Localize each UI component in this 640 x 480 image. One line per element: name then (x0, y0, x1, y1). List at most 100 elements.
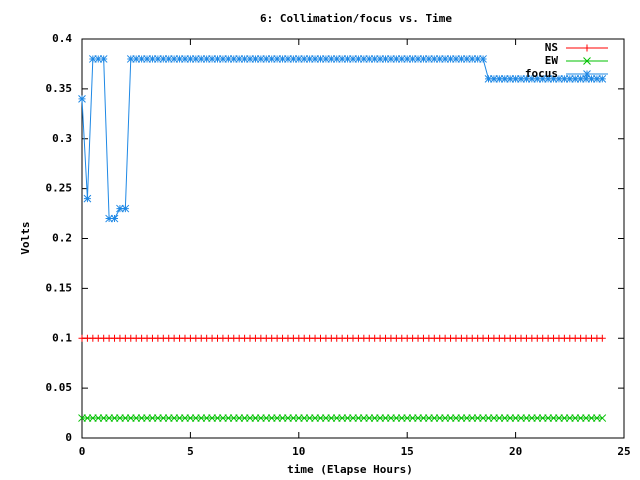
point-marker (229, 55, 238, 63)
point-marker (305, 55, 314, 63)
point-marker (452, 55, 460, 63)
point-marker (257, 55, 265, 63)
point-marker (549, 75, 558, 83)
point-marker (289, 414, 298, 422)
y-tick-label: 0.05 (46, 381, 73, 394)
point-marker (571, 75, 580, 83)
point-marker (506, 414, 515, 422)
point-marker (94, 55, 103, 63)
point-marker (419, 414, 428, 422)
point-marker (143, 414, 151, 422)
point-marker (148, 55, 157, 63)
point-marker (484, 414, 493, 422)
point-marker (316, 55, 325, 63)
point-marker (181, 414, 189, 422)
legend-label: NS (545, 41, 558, 54)
legend-marker (583, 70, 591, 78)
point-marker (555, 414, 563, 422)
point-marker (88, 55, 97, 63)
point-marker (528, 75, 536, 83)
legend-label: focus (525, 67, 558, 80)
point-marker (175, 414, 184, 422)
point-marker (294, 55, 303, 63)
point-marker (468, 414, 477, 422)
x-tick-label: 25 (617, 445, 630, 458)
point-marker (495, 75, 504, 83)
point-marker (154, 55, 162, 63)
point-marker (322, 55, 330, 63)
point-marker (240, 414, 249, 422)
point-marker (549, 414, 558, 422)
point-marker (311, 55, 319, 63)
point-marker (202, 414, 211, 422)
point-marker (414, 55, 422, 63)
chart-title: 6: Collimation/focus vs. Time (260, 12, 452, 25)
point-marker (197, 55, 206, 63)
point-marker (484, 75, 493, 83)
point-marker (316, 414, 325, 422)
y-tick-label: 0.1 (52, 331, 72, 344)
point-marker (116, 204, 124, 213)
point-marker (137, 55, 146, 63)
point-marker (170, 55, 178, 63)
point-marker (116, 414, 124, 422)
point-marker (425, 414, 433, 422)
point-marker (219, 414, 227, 422)
point-marker (555, 75, 563, 83)
point-marker (582, 414, 590, 422)
legend-label: EW (545, 54, 559, 67)
point-marker (110, 214, 119, 223)
point-marker (311, 414, 319, 422)
point-marker (224, 414, 233, 422)
point-marker (452, 414, 460, 422)
point-marker (235, 55, 244, 63)
y-axis-label: Volts (19, 221, 32, 254)
point-marker (473, 55, 482, 63)
point-marker (148, 414, 157, 422)
point-marker (224, 55, 233, 63)
point-marker (105, 414, 113, 422)
y-tick-label: 0.4 (52, 32, 72, 45)
x-tick-label: 5 (187, 445, 194, 458)
point-marker (267, 414, 276, 422)
point-marker (435, 414, 444, 422)
point-marker (197, 414, 206, 422)
series-line (81, 58, 603, 220)
y-tick-label: 0.2 (52, 232, 72, 245)
point-marker (408, 414, 417, 422)
legend-marker (583, 57, 591, 65)
point-marker (332, 414, 341, 422)
point-marker (517, 75, 525, 83)
point-marker (137, 414, 146, 422)
point-marker (376, 55, 384, 63)
point-marker (343, 55, 352, 63)
point-marker (462, 414, 471, 422)
point-marker (408, 55, 417, 63)
point-marker (370, 414, 379, 422)
point-marker (300, 414, 309, 422)
point-marker (143, 55, 151, 63)
point-marker (208, 414, 216, 422)
point-marker (533, 75, 542, 83)
y-tick-label: 0.15 (46, 281, 73, 294)
point-marker (392, 55, 401, 63)
point-marker (381, 414, 390, 422)
point-marker (522, 414, 531, 422)
point-marker (495, 414, 504, 422)
point-marker (370, 55, 379, 63)
point-marker (587, 414, 596, 422)
x-tick-label: 10 (292, 445, 305, 458)
point-marker (132, 55, 141, 63)
point-marker (338, 414, 347, 422)
point-marker (522, 75, 531, 83)
point-marker (278, 414, 287, 422)
point-marker (479, 414, 487, 422)
point-marker (294, 414, 303, 422)
point-marker (191, 414, 200, 422)
point-marker (441, 414, 449, 422)
point-marker (164, 55, 173, 63)
point-marker (251, 55, 260, 63)
point-marker (349, 55, 357, 63)
point-marker (576, 75, 585, 83)
